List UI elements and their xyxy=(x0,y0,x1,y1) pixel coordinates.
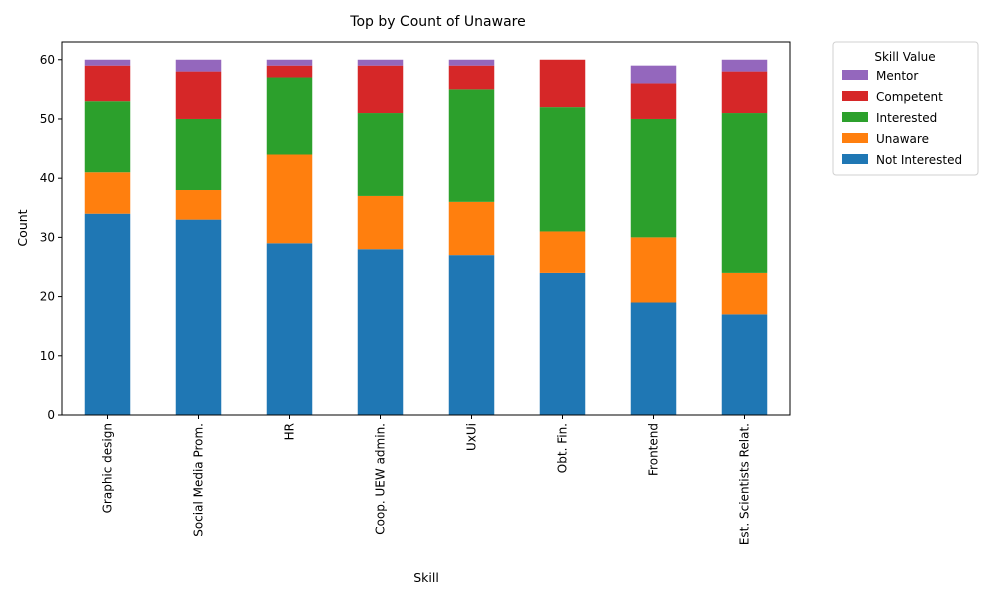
legend-swatch xyxy=(842,70,868,80)
bar-segment xyxy=(630,237,677,303)
bar-segment xyxy=(448,89,495,202)
plot-frame xyxy=(61,41,791,416)
legend-entry: Interested xyxy=(876,111,937,125)
legend-entry: Not Interested xyxy=(876,153,962,167)
bar-segment xyxy=(721,59,768,72)
bar-segment xyxy=(630,302,677,415)
bar-segment xyxy=(539,272,586,415)
x-tick-label: HR xyxy=(283,423,297,440)
y-tick-label: 60 xyxy=(40,53,55,67)
bar-segment xyxy=(266,77,313,155)
legend-entry: Unaware xyxy=(876,132,929,146)
bar-segment xyxy=(266,65,313,78)
bar-segment xyxy=(539,231,586,273)
bar-segment xyxy=(721,71,768,114)
bar-segment xyxy=(721,272,768,315)
bar-segment xyxy=(630,65,677,84)
x-axis-label: Skill xyxy=(413,570,439,585)
y-tick-label: 30 xyxy=(40,230,55,244)
bar-segment xyxy=(448,59,495,66)
bar-segment xyxy=(357,249,404,415)
y-axis: 0 10 20 30 40 50 60 xyxy=(40,53,62,422)
bar-segment xyxy=(84,213,131,415)
bar-segment xyxy=(357,195,404,250)
bar-segment xyxy=(721,113,768,273)
x-tick-label: Frontend xyxy=(647,423,661,476)
x-tick-label: Social Media Prom. xyxy=(192,423,206,537)
x-tick-label: Graphic design xyxy=(101,423,115,513)
bar-segment xyxy=(175,59,222,72)
bar-segment xyxy=(266,243,313,415)
legend-swatch xyxy=(842,133,868,143)
x-tick-label: Coop. UEW admin. xyxy=(374,423,388,535)
bar-segment xyxy=(448,201,495,256)
bar-segment xyxy=(448,65,495,90)
y-tick-label: 0 xyxy=(47,408,55,422)
legend-title: Skill Value xyxy=(874,50,935,64)
bar-segment xyxy=(539,107,586,232)
bar-segment xyxy=(630,118,677,238)
bar-segment xyxy=(448,255,495,415)
x-tick-label: Est. Scientists Relat. xyxy=(738,423,752,545)
bar-segment xyxy=(175,219,222,415)
bar-segment xyxy=(539,59,586,108)
legend-entry: Competent xyxy=(876,90,943,104)
bar-segment xyxy=(84,65,131,102)
bars-layer xyxy=(84,59,768,415)
x-axis: Graphic design Social Media Prom. HR Coop. … xyxy=(101,415,752,545)
x-tick-label: Obt. Fin. xyxy=(556,423,570,473)
x-tick-label: UxUi xyxy=(465,423,479,451)
legend-swatch xyxy=(842,91,868,101)
chart-title: Top by Count of Unaware xyxy=(349,14,525,30)
bar-segment xyxy=(630,83,677,119)
y-tick-label: 10 xyxy=(40,349,55,363)
legend-entry: Mentor xyxy=(876,69,918,83)
bar-segment xyxy=(266,154,313,244)
legend-swatch xyxy=(842,154,868,164)
bar-segment xyxy=(84,101,131,173)
bar-segment xyxy=(357,59,404,66)
y-tick-label: 40 xyxy=(40,171,55,185)
legend-swatch xyxy=(842,112,868,122)
bar-segment xyxy=(721,314,768,415)
bar-segment xyxy=(175,71,222,119)
y-tick-label: 20 xyxy=(40,290,55,304)
bar-segment xyxy=(266,59,313,66)
bar-segment xyxy=(175,118,222,191)
legend: Skill Value Mentor Competent Interested Una… xyxy=(832,41,979,176)
bar-segment xyxy=(357,65,404,114)
y-axis-label: Count xyxy=(15,209,30,246)
y-tick-label: 50 xyxy=(40,112,55,126)
bar-segment xyxy=(357,113,404,196)
bar-segment xyxy=(175,190,222,220)
bar-segment xyxy=(84,59,131,66)
legend-box xyxy=(832,41,979,176)
bar-segment xyxy=(84,172,131,214)
